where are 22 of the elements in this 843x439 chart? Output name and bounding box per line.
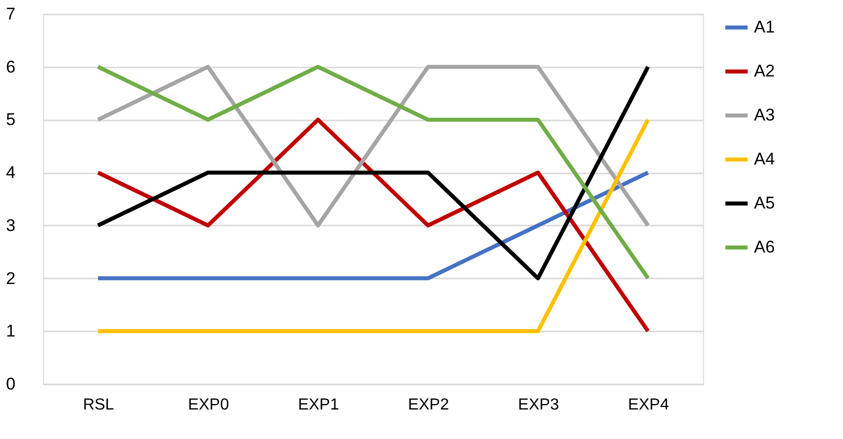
y-tick-label: 1 (6, 322, 16, 341)
y-tick-label: 0 (6, 374, 16, 394)
y-tick-label: 7 (6, 4, 16, 24)
legend-label: A2 (754, 62, 775, 80)
legend-label: A5 (754, 194, 775, 212)
x-tick-label: EXP0 (188, 396, 230, 414)
y-tick-label: 2 (6, 268, 16, 288)
line-series (96, 118, 650, 334)
y-tick-label: 6 (6, 57, 16, 76)
y-tick-label: 3 (6, 216, 16, 235)
legend-label: A1 (754, 18, 775, 36)
legend-label: A6 (754, 238, 775, 256)
x-tick-label: RSL (82, 396, 114, 414)
x-tick-label: EXP4 (628, 396, 670, 414)
x-tick-label: EXP1 (298, 396, 340, 414)
y-tick-label: 5 (6, 110, 16, 130)
legend-label: A3 (754, 106, 775, 124)
legend-label: A4 (754, 150, 775, 168)
line-series (96, 64, 650, 280)
y-tick-label: 4 (6, 163, 16, 182)
x-tick-label: EXP3 (518, 396, 560, 414)
x-tick-label: EXP2 (408, 396, 450, 414)
